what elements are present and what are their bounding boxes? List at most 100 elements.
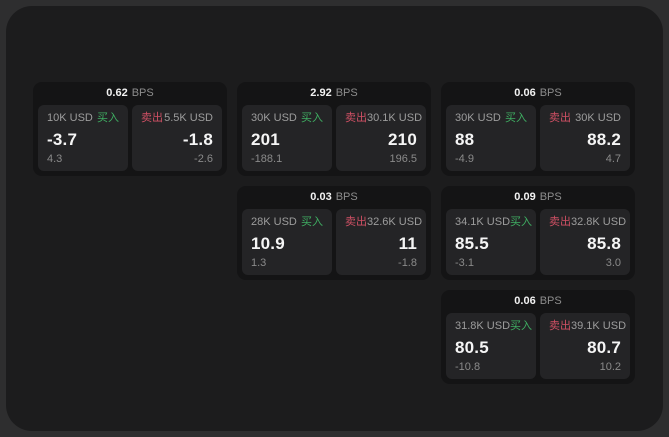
bps-value: 0.06 <box>514 295 536 307</box>
buy-cell[interactable]: 31.8K USD 买入 80.5 -10.8 <box>446 313 536 379</box>
buy-delta: 4.3 <box>47 153 63 165</box>
buy-price: 80.5 <box>455 337 489 357</box>
sell-cell[interactable]: 卖出 30K USD 88.2 4.7 <box>540 105 630 171</box>
buy-side-label: 买入 <box>505 112 527 124</box>
bps-unit-label: BPS <box>335 191 358 203</box>
sell-cell-top: 卖出 32.6K USD <box>345 216 422 228</box>
buy-delta: -4.9 <box>455 153 474 165</box>
buy-amount: 10K USD <box>47 112 93 124</box>
card-header: 0.62 BPS <box>33 82 227 105</box>
card-body: 10K USD 买入 -3.7 4.3 卖出 5.5K USD -1.8 -2.… <box>33 105 227 176</box>
sell-side-label: 卖出 <box>549 112 571 124</box>
card-body: 34.1K USD 买入 85.5 -3.1 卖出 32.8K USD 85.8… <box>441 209 635 280</box>
card-body: 30K USD 买入 201 -188.1 卖出 30.1K USD 210 1… <box>237 105 431 176</box>
bps-value: 0.03 <box>310 191 332 203</box>
bps-value: 2.92 <box>310 87 332 99</box>
buy-amount: 34.1K USD <box>455 216 511 228</box>
sell-amount: 30.1K USD <box>367 112 423 124</box>
sell-price: 85.8 <box>587 233 621 253</box>
buy-cell[interactable]: 28K USD 买入 10.9 1.3 <box>242 209 332 275</box>
card-header: 2.92 BPS <box>237 82 431 105</box>
bps-unit-label: BPS <box>539 295 562 307</box>
buy-cell[interactable]: 30K USD 买入 201 -188.1 <box>242 105 332 171</box>
quotes-grid: 0.62 BPS 10K USD 买入 -3.7 4.3 卖出 5.5K USD… <box>33 82 635 384</box>
quote-card[interactable]: 0.62 BPS 10K USD 买入 -3.7 4.3 卖出 5.5K USD… <box>33 82 227 176</box>
buy-side-label: 买入 <box>301 112 323 124</box>
sell-side-label: 卖出 <box>345 112 367 124</box>
sell-cell-top: 卖出 39.1K USD <box>549 320 626 332</box>
sell-price: 11 <box>398 233 417 253</box>
quote-card[interactable]: 0.03 BPS 28K USD 买入 10.9 1.3 卖出 32.6K US… <box>237 186 431 280</box>
buy-price: 88 <box>455 129 475 149</box>
main-panel: 0.62 BPS 10K USD 买入 -3.7 4.3 卖出 5.5K USD… <box>6 6 663 431</box>
card-header: 0.03 BPS <box>237 186 431 209</box>
bps-value: 0.09 <box>514 191 536 203</box>
sell-delta: -2.6 <box>194 153 213 165</box>
bps-unit-label: BPS <box>539 87 562 99</box>
buy-cell[interactable]: 34.1K USD 买入 85.5 -3.1 <box>446 209 536 275</box>
sell-cell[interactable]: 卖出 32.6K USD 11 -1.8 <box>336 209 426 275</box>
card-header: 0.06 BPS <box>441 82 635 105</box>
sell-delta: 196.5 <box>389 153 417 165</box>
bps-unit-label: BPS <box>131 87 154 99</box>
sell-delta: 4.7 <box>605 153 621 165</box>
bps-value: 0.62 <box>106 87 128 99</box>
buy-side-label: 买入 <box>301 216 323 228</box>
sell-price: 88.2 <box>587 129 621 149</box>
sell-side-label: 卖出 <box>141 112 163 124</box>
buy-cell-top: 31.8K USD 买入 <box>455 320 532 332</box>
card-body: 31.8K USD 买入 80.5 -10.8 卖出 39.1K USD 80.… <box>441 313 635 384</box>
buy-amount: 30K USD <box>251 112 297 124</box>
sell-cell-top: 卖出 5.5K USD <box>141 113 213 124</box>
buy-cell-top: 10K USD 买入 <box>47 113 119 124</box>
buy-cell-top: 34.1K USD 买入 <box>455 216 532 228</box>
sell-cell-top: 卖出 32.8K USD <box>549 216 626 228</box>
buy-amount: 30K USD <box>455 112 501 124</box>
buy-cell-top: 30K USD 买入 <box>251 113 323 124</box>
buy-cell[interactable]: 10K USD 买入 -3.7 4.3 <box>38 105 128 171</box>
sell-cell-top: 卖出 30.1K USD <box>345 112 422 124</box>
sell-side-label: 卖出 <box>549 320 571 332</box>
sell-price: -1.8 <box>182 129 213 149</box>
buy-cell-top: 28K USD 买入 <box>251 217 323 228</box>
buy-side-label: 买入 <box>510 320 533 332</box>
buy-delta: -10.8 <box>455 361 481 373</box>
quote-card[interactable]: 0.09 BPS 34.1K USD 买入 85.5 -3.1 卖出 32.8K… <box>441 186 635 280</box>
sell-cell[interactable]: 卖出 39.1K USD 80.7 10.2 <box>540 313 630 379</box>
sell-amount: 32.6K USD <box>367 216 423 228</box>
sell-price: 80.7 <box>587 337 621 357</box>
sell-cell[interactable]: 卖出 5.5K USD -1.8 -2.6 <box>132 105 222 171</box>
sell-price: 210 <box>388 129 417 149</box>
card-body: 28K USD 买入 10.9 1.3 卖出 32.6K USD 11 -1.8 <box>237 209 431 280</box>
sell-side-label: 卖出 <box>345 216 367 228</box>
bps-value: 0.06 <box>514 87 536 99</box>
quote-card[interactable]: 0.06 BPS 31.8K USD 买入 80.5 -10.8 卖出 39.1… <box>441 290 635 384</box>
bps-unit-label: BPS <box>539 191 562 203</box>
card-header: 0.06 BPS <box>441 290 635 313</box>
buy-amount: 31.8K USD <box>455 320 511 332</box>
buy-price: -3.7 <box>47 129 78 149</box>
buy-delta: -3.1 <box>455 257 474 269</box>
sell-cell[interactable]: 卖出 32.8K USD 85.8 3.0 <box>540 209 630 275</box>
card-header: 0.09 BPS <box>441 186 635 209</box>
sell-delta: 10.2 <box>599 361 621 373</box>
bps-unit-label: BPS <box>335 87 358 99</box>
buy-price: 201 <box>251 129 280 149</box>
sell-amount: 30K USD <box>575 112 621 124</box>
quote-card[interactable]: 2.92 BPS 30K USD 买入 201 -188.1 卖出 30.1K … <box>237 82 431 176</box>
buy-price: 10.9 <box>251 233 285 253</box>
buy-price: 85.5 <box>455 233 489 253</box>
card-body: 30K USD 买入 88 -4.9 卖出 30K USD 88.2 4.7 <box>441 105 635 176</box>
buy-cell[interactable]: 30K USD 买入 88 -4.9 <box>446 105 536 171</box>
sell-cell[interactable]: 卖出 30.1K USD 210 196.5 <box>336 105 426 171</box>
sell-amount: 32.8K USD <box>571 216 627 228</box>
quote-card[interactable]: 0.06 BPS 30K USD 买入 88 -4.9 卖出 30K USD 8… <box>441 82 635 176</box>
sell-amount: 39.1K USD <box>571 320 627 332</box>
sell-amount: 5.5K USD <box>164 112 213 124</box>
buy-amount: 28K USD <box>251 216 297 228</box>
buy-delta: 1.3 <box>251 257 267 269</box>
sell-delta: 3.0 <box>605 257 621 269</box>
buy-side-label: 买入 <box>97 112 119 124</box>
sell-side-label: 卖出 <box>549 216 571 228</box>
